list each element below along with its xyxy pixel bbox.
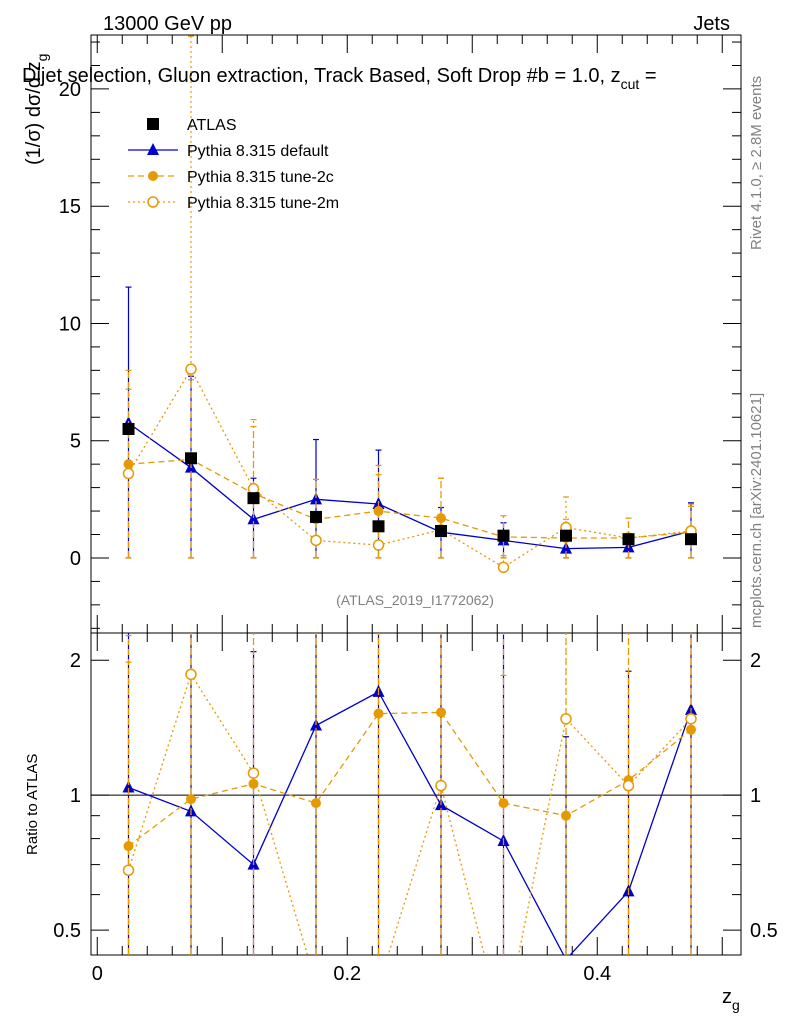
x-ticks: 0 0.2 0.4	[92, 35, 723, 985]
series-line	[128, 422, 692, 550]
series-pythia-8-315-default	[122, 633, 697, 955]
x-tick-label: 0	[92, 963, 103, 985]
legend-label: Pythia 8.315 tune-2c	[187, 169, 334, 186]
legend-marker	[147, 196, 159, 208]
main-ytick-label: 10	[59, 313, 81, 335]
data-point	[622, 533, 635, 546]
ratio-ylabel: Ratio to ATLAS	[24, 754, 41, 855]
data-point	[436, 707, 446, 718]
series-pythia-8-315-default	[122, 286, 697, 559]
main-ticks: 0 5 10 15 20	[59, 41, 741, 629]
legend-label: ATLAS	[187, 117, 237, 134]
selection-title: Dijet selection, Gluon extraction, Track…	[22, 65, 657, 92]
data-point	[435, 779, 447, 792]
data-point	[247, 767, 260, 779]
mcplots-info: mcplots.cern.ch [arXiv:2401.10621]	[748, 393, 765, 628]
ratio-ytick-label: 1	[70, 785, 81, 807]
data-point	[436, 513, 446, 524]
selection-subscript: cut	[621, 76, 640, 92]
data-point	[685, 713, 697, 725]
data-point	[122, 422, 135, 435]
data-point	[185, 452, 197, 465]
main-series	[122, 35, 697, 574]
data-point	[122, 467, 135, 480]
x-tick-label: 0.4	[583, 963, 611, 985]
data-point	[185, 668, 197, 681]
ratio-ytick-label-right: 2	[750, 650, 761, 672]
main-ytick-label: 5	[70, 431, 81, 453]
analysis-watermark: (ATLAS_2019_I1772062)	[336, 592, 494, 608]
category-label: Jets	[693, 13, 730, 35]
series-pythia-8-315-tune-2c	[123, 633, 696, 955]
data-point	[122, 864, 135, 876]
series-line	[128, 458, 692, 539]
data-point	[123, 841, 134, 852]
data-point	[372, 520, 385, 533]
main-ytick-label: 0	[70, 548, 81, 570]
ratio-frame	[90, 632, 742, 956]
ratio-ytick-label-right: 0.5	[750, 920, 778, 942]
data-point	[123, 459, 134, 470]
data-point	[310, 492, 322, 505]
legend-label: Pythia 8.315 tune-2m	[187, 195, 339, 212]
data-point	[372, 539, 385, 551]
series-line	[128, 691, 692, 955]
legend-marker	[147, 143, 159, 155]
legend: ATLAS Pythia 8.315 default Pythia 8.315 tu…	[128, 117, 339, 212]
series-line	[128, 711, 692, 847]
x-axis-label: zg	[722, 986, 740, 1013]
energy-label: 13000 GeV pp	[103, 13, 232, 35]
main-ytick-label: 20	[59, 79, 81, 101]
data-point	[247, 492, 260, 505]
ratio-ytick-label: 0.5	[53, 920, 81, 942]
x-tick-label: 0.2	[333, 963, 361, 985]
data-point	[185, 363, 197, 375]
main-ylabel: (1/σ) dσ/d zg	[23, 54, 50, 165]
data-point	[560, 529, 572, 542]
data-point	[310, 510, 322, 523]
ratio-ytick-label: 2	[70, 650, 81, 672]
legend-marker	[147, 118, 159, 130]
legend-item: Pythia 8.315 default	[128, 143, 329, 160]
series-pythia-8-315-tune-2m	[122, 633, 697, 955]
data-point	[497, 529, 510, 542]
series-atlas	[122, 422, 697, 546]
series-pythia-8-315-tune-2c	[123, 369, 696, 559]
legend-item: Pythia 8.315 tune-2m	[128, 195, 339, 212]
legend-item: Pythia 8.315 tune-2c	[128, 169, 334, 186]
data-point	[622, 779, 635, 792]
legend-label: Pythia 8.315 default	[187, 143, 329, 160]
legend-item: ATLAS	[147, 117, 237, 134]
data-point	[561, 810, 571, 821]
data-point	[247, 512, 260, 525]
data-point	[560, 713, 572, 725]
main-ytick-label: 15	[59, 196, 81, 218]
legend-marker	[148, 171, 158, 181]
data-point	[310, 534, 322, 547]
ratio-ytick-label-right: 1	[750, 785, 761, 807]
ratio-ticks: 0.5 0.5 1 1 2 2	[53, 650, 778, 942]
data-point	[497, 561, 510, 574]
data-point	[685, 533, 697, 546]
rivet-info: Rivet 4.1.0, ≥ 2.8M events	[748, 76, 765, 250]
data-point	[122, 780, 135, 793]
ratio-series	[122, 633, 697, 955]
data-point	[435, 524, 447, 537]
